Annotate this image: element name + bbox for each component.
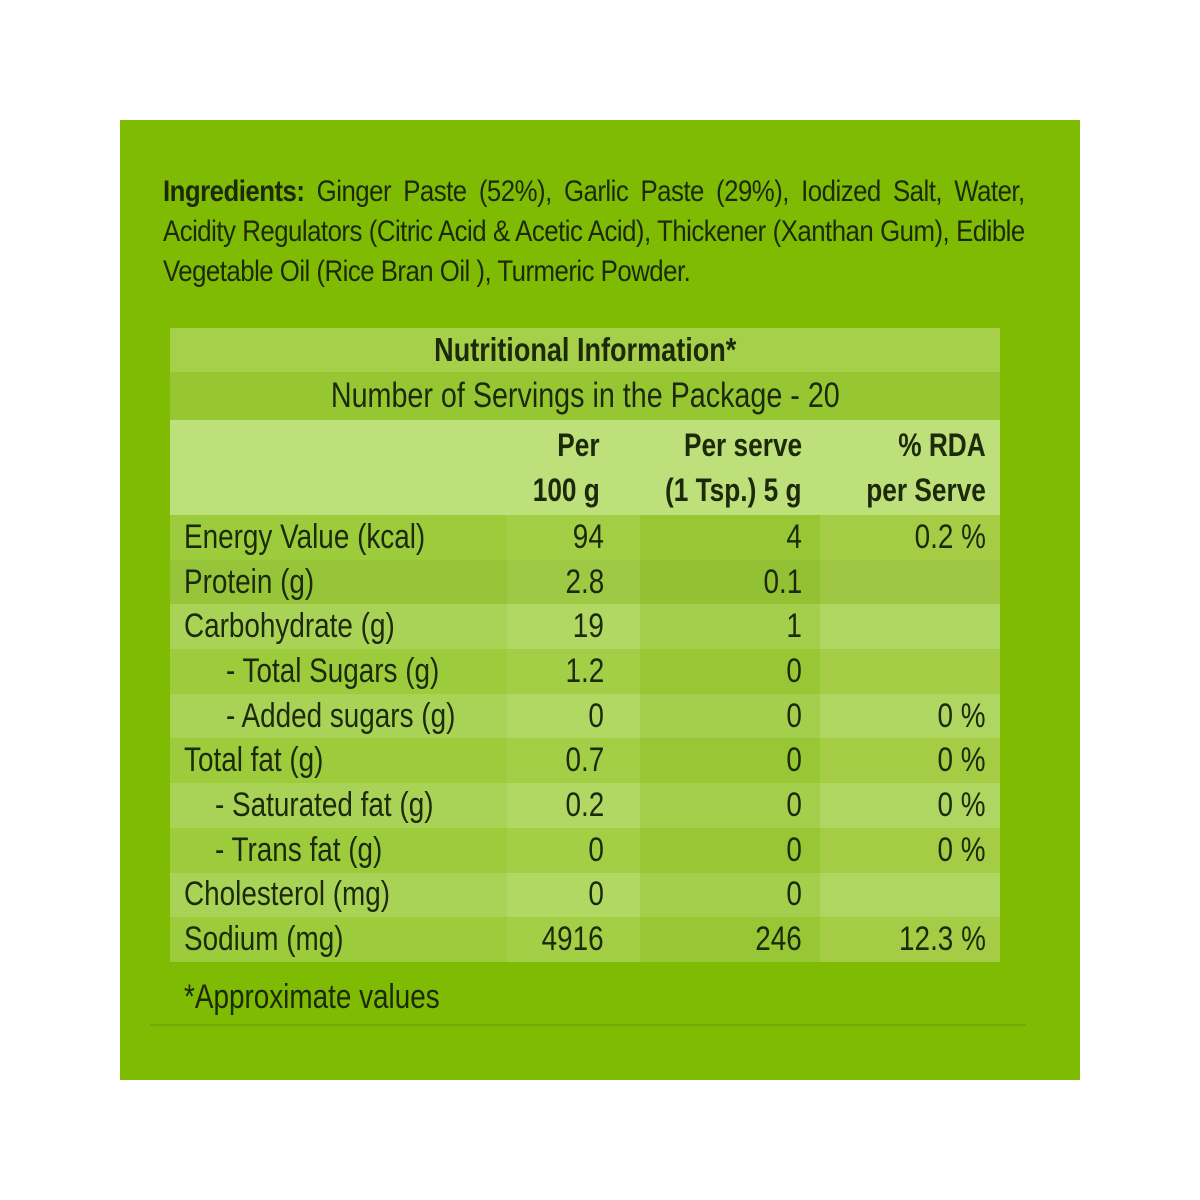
header-rda: % RDA per Serve	[820, 420, 1000, 515]
rda-value	[820, 559, 1000, 605]
table-row-saturated-fat: - Saturated fat (g) 0.2 0 0 %	[170, 783, 1000, 828]
nutrient-label: Energy Value (kcal)	[170, 515, 507, 560]
header-per-100g-line2: 100 g	[532, 471, 600, 508]
rda-value	[820, 604, 1000, 650]
nutrient-label: - Saturated fat (g)	[170, 783, 507, 828]
footnote: *Approximate values	[184, 978, 496, 1017]
footnote-text: *Approximate values	[184, 978, 440, 1016]
nutrient-label: Sodium (mg)	[170, 917, 507, 962]
table-row-energy: Energy Value (kcal) 94 4 0.2 %	[170, 515, 1000, 560]
ingredients-text: Ginger Paste (52%), Garlic Paste (29%), …	[163, 175, 1025, 288]
divider-line	[150, 1024, 1026, 1026]
rda-value: 12.3 %	[820, 917, 1000, 962]
per-100g-value: 2.8	[507, 559, 640, 605]
header-per-serve-line1: Per serve	[683, 426, 802, 463]
column-header-row: Per 100 g Per serve (1 Tsp.) 5 g % RDA p…	[170, 420, 1000, 515]
rda-value: 0 %	[820, 693, 1000, 739]
per-100g-value: 0	[507, 872, 640, 918]
per-serve-value: 0	[640, 649, 820, 694]
per-100g-value: 0.2	[507, 783, 640, 828]
per-serve-value: 0	[640, 738, 820, 784]
nutrition-title: Nutritional Information*	[433, 331, 737, 368]
nutrient-label: - Total Sugars (g)	[170, 649, 507, 694]
per-100g-value: 4916	[507, 917, 640, 962]
rda-value	[820, 649, 1000, 694]
per-100g-value: 94	[507, 515, 640, 560]
table-row-total-sugars: - Total Sugars (g) 1.2 0	[170, 649, 1000, 694]
ingredients-paragraph: Ingredients: Ginger Paste (52%), Garlic …	[163, 172, 1025, 292]
header-per-100g: Per 100 g	[507, 420, 640, 515]
per-serve-value: 1	[640, 604, 820, 650]
rda-value: 0 %	[820, 827, 1000, 873]
nutrient-label: Cholesterol (mg)	[170, 872, 507, 918]
header-per-serve: Per serve (1 Tsp.) 5 g	[640, 420, 820, 515]
per-100g-value: 0.7	[507, 738, 640, 784]
rda-value: 0 %	[820, 783, 1000, 828]
rda-value: 0 %	[820, 738, 1000, 784]
nutrient-label: Carbohydrate (g)	[170, 604, 507, 650]
per-serve-value: 0.1	[640, 559, 820, 605]
per-serve-value: 0	[640, 783, 820, 828]
ingredients-label: Ingredients:	[163, 175, 305, 208]
nutrition-title-row: Nutritional Information*	[170, 328, 1000, 372]
table-row-sodium: Sodium (mg) 4916 246 12.3 %	[170, 917, 1000, 962]
per-100g-value: 0	[507, 693, 640, 739]
rda-value	[820, 872, 1000, 918]
nutrition-table: Nutritional Information* Number of Servi…	[170, 328, 1000, 962]
table-row-protein: Protein (g) 2.8 0.1	[170, 559, 1000, 605]
nutrient-label: Protein (g)	[170, 559, 507, 605]
table-row-cholesterol: Cholesterol (mg) 0 0	[170, 872, 1000, 918]
header-rda-line1: % RDA	[898, 426, 986, 463]
per-serve-value: 0	[640, 693, 820, 739]
rda-value: 0.2 %	[820, 515, 1000, 560]
table-row-total-fat: Total fat (g) 0.7 0 0 %	[170, 738, 1000, 784]
per-100g-value: 0	[507, 827, 640, 873]
per-100g-value: 19	[507, 604, 640, 650]
per-serve-value: 246	[640, 917, 820, 962]
nutrient-label: - Trans fat (g)	[170, 827, 507, 873]
per-serve-value: 0	[640, 872, 820, 918]
per-serve-value: 4	[640, 515, 820, 560]
header-rda-line2: per Serve	[866, 471, 986, 508]
header-nutrient	[170, 420, 507, 515]
table-row-carbohydrate: Carbohydrate (g) 19 1	[170, 604, 1000, 650]
nutrient-label: Total fat (g)	[170, 738, 507, 784]
per-100g-value: 1.2	[507, 649, 640, 694]
table-row-trans-fat: - Trans fat (g) 0 0 0 %	[170, 827, 1000, 873]
per-serve-value: 0	[640, 827, 820, 873]
servings-row: Number of Servings in the Package - 20	[170, 372, 1000, 420]
table-row-added-sugars: - Added sugars (g) 0 0 0 %	[170, 693, 1000, 739]
servings-count: Number of Servings in the Package - 20	[330, 376, 840, 415]
header-per-100g-line1: Per	[557, 426, 600, 463]
nutrient-label: - Added sugars (g)	[170, 693, 507, 739]
header-per-serve-line2: (1 Tsp.) 5 g	[665, 471, 802, 508]
